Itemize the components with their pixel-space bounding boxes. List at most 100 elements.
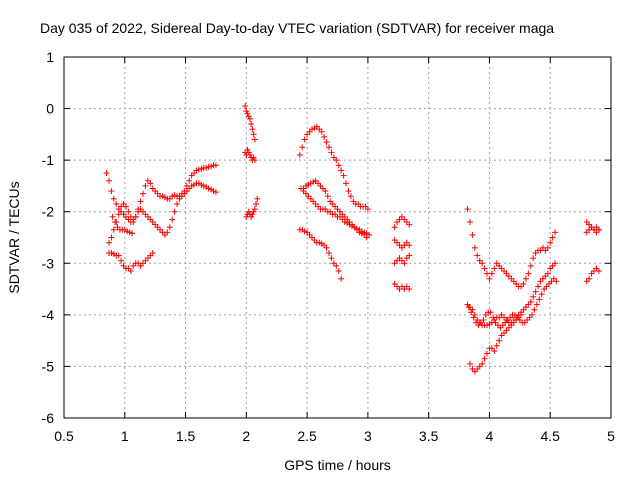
- data-point: [103, 170, 110, 177]
- x-tick-label: 3: [364, 428, 372, 444]
- x-tick-label: 5: [607, 428, 615, 444]
- data-point: [364, 206, 371, 213]
- data-point: [544, 244, 551, 251]
- data-point: [527, 298, 534, 305]
- data-points: [103, 102, 602, 375]
- data-point: [544, 270, 551, 277]
- series-sat-h: [296, 123, 371, 213]
- data-point: [471, 244, 478, 251]
- data-point: [108, 234, 115, 241]
- data-point: [246, 115, 253, 122]
- data-point: [166, 224, 173, 231]
- data-point: [244, 146, 251, 153]
- x-tick-label: 2.5: [297, 428, 317, 444]
- x-tick-label: 4.5: [540, 428, 560, 444]
- data-point: [488, 270, 495, 277]
- data-point: [479, 360, 486, 367]
- data-point: [301, 136, 308, 143]
- y-tick-label: -3: [42, 255, 55, 271]
- data-point: [328, 255, 335, 262]
- data-point: [491, 265, 498, 272]
- series-sat-e: [242, 102, 258, 143]
- data-point: [391, 224, 398, 231]
- data-point: [496, 337, 503, 344]
- data-point: [110, 226, 117, 233]
- data-point: [108, 188, 115, 195]
- data-point: [125, 208, 132, 215]
- plot-frame: [63, 56, 612, 419]
- data-point: [335, 162, 342, 169]
- data-point: [535, 283, 542, 290]
- data-point: [527, 262, 534, 269]
- data-point: [470, 314, 477, 321]
- data-point: [333, 157, 340, 164]
- data-point: [366, 231, 373, 238]
- series-sat-v: [583, 265, 602, 285]
- data-point: [333, 262, 340, 269]
- data-point: [549, 234, 556, 241]
- data-point: [115, 211, 122, 218]
- data-point: [525, 270, 532, 277]
- y-tick-label: -6: [42, 410, 55, 426]
- data-point: [325, 144, 332, 151]
- data-point: [471, 311, 478, 318]
- data-point: [113, 200, 120, 207]
- data-point: [586, 275, 593, 282]
- data-point: [323, 139, 330, 146]
- series-sat-p: [464, 206, 559, 290]
- data-point: [528, 311, 535, 318]
- x-tick-label: 1: [121, 428, 129, 444]
- data-point: [325, 249, 332, 256]
- data-point: [406, 242, 413, 249]
- x-tick-label: 3.5: [419, 428, 439, 444]
- data-point: [468, 309, 475, 316]
- series-sat-s: [466, 311, 525, 375]
- series-sat-k: [296, 226, 345, 282]
- x-tick-label: 4: [486, 428, 494, 444]
- y-tick-label: 1: [46, 49, 54, 65]
- series-sat-o: [391, 280, 413, 293]
- data-point: [335, 268, 342, 275]
- grid-lines: [64, 57, 611, 418]
- data-point: [520, 280, 527, 287]
- data-point: [479, 260, 486, 267]
- data-point: [186, 177, 193, 184]
- series-sat-j: [300, 188, 373, 238]
- data-point: [493, 342, 500, 349]
- data-point: [538, 291, 545, 298]
- data-point: [531, 306, 538, 313]
- data-point: [401, 260, 408, 267]
- data-point: [245, 149, 252, 156]
- series-sat-f: [242, 146, 258, 164]
- data-point: [242, 102, 249, 109]
- data-point: [137, 198, 144, 205]
- data-point: [552, 260, 559, 267]
- x-tick-label: 1.5: [176, 428, 196, 444]
- data-point: [132, 213, 139, 220]
- data-point: [251, 206, 258, 213]
- data-point: [491, 347, 498, 354]
- data-point: [248, 213, 255, 220]
- data-point: [552, 229, 559, 236]
- data-point: [328, 149, 335, 156]
- data-point: [249, 211, 256, 218]
- data-point: [127, 268, 134, 275]
- data-point: [149, 249, 156, 256]
- data-point: [115, 252, 122, 259]
- series-sat-g: [243, 195, 261, 220]
- data-point: [249, 126, 256, 133]
- y-tick-label: 0: [46, 101, 54, 117]
- series-sat-l: [391, 213, 413, 231]
- series-sat-d: [109, 213, 136, 237]
- data-point: [246, 151, 253, 158]
- data-point: [245, 113, 252, 120]
- data-point: [481, 265, 488, 272]
- data-point: [248, 121, 255, 128]
- series-sat-c: [105, 249, 156, 275]
- data-point: [547, 239, 554, 246]
- data-point: [112, 219, 119, 226]
- data-point: [518, 311, 525, 318]
- data-point: [345, 188, 352, 195]
- data-point: [251, 157, 258, 164]
- data-point: [129, 230, 136, 237]
